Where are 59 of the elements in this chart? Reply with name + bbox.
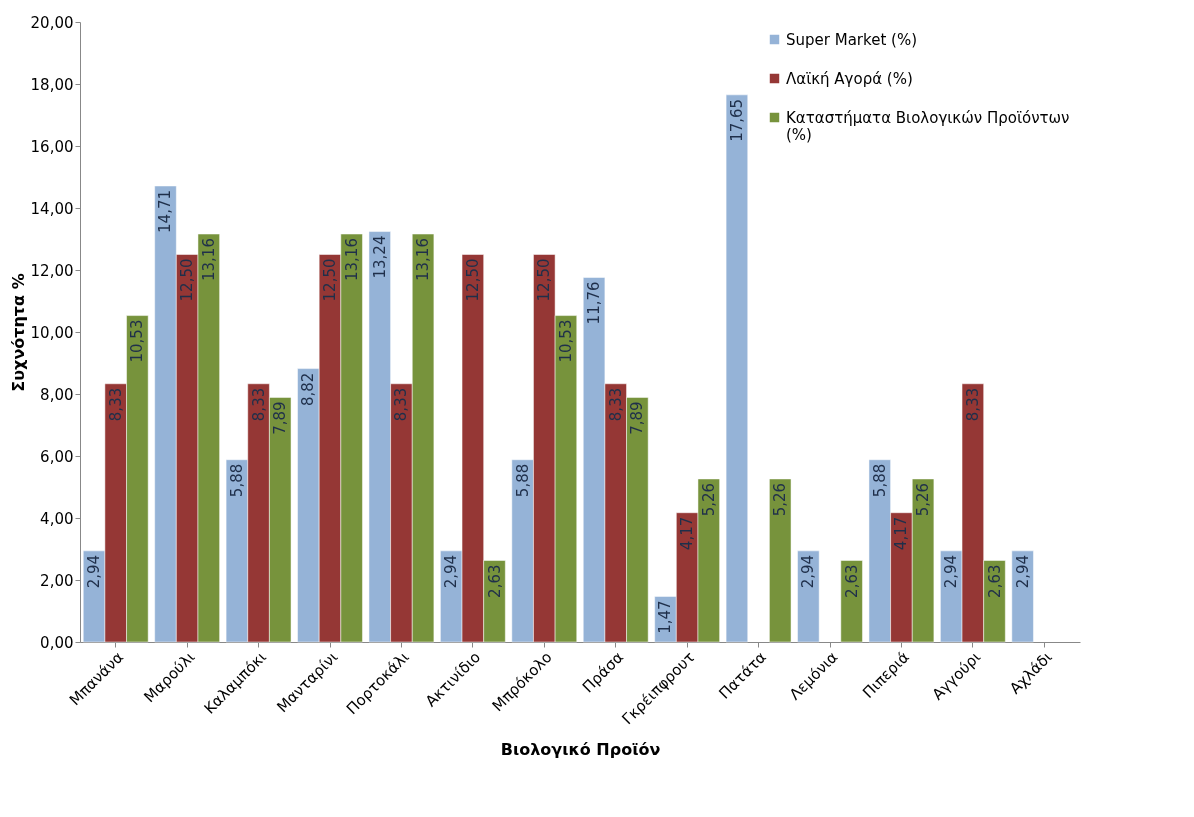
- data-label: 5,26: [699, 482, 718, 517]
- data-label: 13,24: [370, 235, 389, 279]
- legend-label: Λαϊκή Αγορά (%): [786, 69, 913, 88]
- y-tick-label: 6,00: [40, 447, 74, 466]
- data-label: 7,89: [271, 401, 290, 435]
- data-label: 2,63: [485, 564, 504, 598]
- data-label: 2,94: [799, 554, 818, 589]
- data-label: 13,16: [199, 238, 218, 281]
- data-label: 17,65: [727, 98, 746, 142]
- data-label: 2,94: [942, 554, 961, 589]
- y-tick-label: 14,00: [30, 199, 74, 218]
- data-label: 13,16: [414, 238, 433, 281]
- data-label: 8,33: [106, 387, 125, 422]
- data-label: 5,26: [771, 482, 790, 517]
- data-label: 12,50: [321, 258, 339, 302]
- data-label: 2,94: [85, 554, 104, 589]
- bar: [769, 478, 792, 643]
- data-label: 2,94: [1013, 554, 1032, 589]
- data-label: 4,17: [678, 516, 697, 551]
- data-label: 1,47: [656, 600, 675, 634]
- y-tick-label: 20,00: [30, 13, 74, 32]
- data-label: 2,94: [442, 554, 461, 589]
- data-label: 5,88: [227, 463, 246, 498]
- y-tick-label: 4,00: [40, 509, 74, 528]
- x-axis-title: Βιολογικό Προϊόν: [500, 740, 661, 760]
- data-label: 2,63: [842, 564, 861, 598]
- y-tick-label: 2,00: [40, 571, 74, 590]
- data-label: 11,76: [585, 281, 604, 325]
- data-label: 5,88: [870, 463, 889, 498]
- data-label: 8,33: [249, 387, 268, 422]
- data-label: 10,53: [556, 319, 575, 363]
- legend-label: Super Market (%): [786, 30, 918, 49]
- data-label: 8,33: [392, 387, 411, 422]
- y-axis-title: Συχνότητα %: [8, 273, 28, 392]
- bar: [725, 94, 748, 643]
- y-tick-label: 12,00: [30, 261, 74, 280]
- data-label: 4,17: [892, 516, 911, 551]
- data-label: 12,50: [178, 258, 197, 302]
- y-tick-label: 10,00: [30, 323, 74, 342]
- data-label: 8,33: [606, 387, 625, 422]
- data-label: 8,82: [299, 372, 318, 406]
- legend-label: Καταστήματα Βιολογικών Προϊόντων (%): [786, 108, 1070, 144]
- data-label: 2,63: [985, 564, 1004, 598]
- bar: [840, 560, 863, 643]
- y-tick-label: 18,00: [30, 75, 74, 94]
- data-label: 13,16: [342, 238, 361, 281]
- y-tick-label: 0,00: [40, 633, 74, 652]
- data-label: 7,89: [628, 401, 647, 435]
- data-label: 14,71: [156, 189, 175, 233]
- y-tick-label: 16,00: [30, 137, 74, 156]
- data-label: 12,50: [535, 258, 554, 302]
- data-label: 8,33: [963, 387, 982, 422]
- data-label: 12,50: [463, 258, 482, 302]
- data-label: 5,26: [914, 482, 933, 517]
- bar: [797, 550, 820, 643]
- y-tick-label: 8,00: [40, 385, 74, 404]
- data-label: 5,88: [513, 463, 532, 498]
- data-label: 10,53: [128, 319, 147, 363]
- bar: [1011, 550, 1034, 643]
